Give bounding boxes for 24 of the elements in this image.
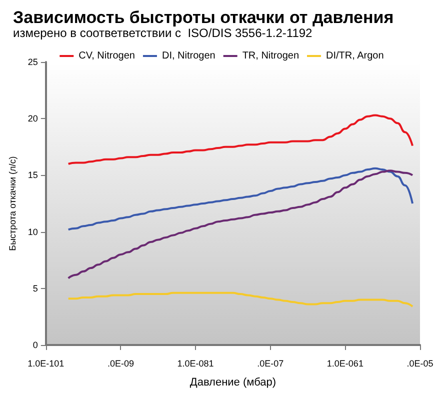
x-tick-label: 1.0E-081 xyxy=(177,358,214,368)
x-axis-title: Давление (мбар) xyxy=(190,376,276,388)
y-tick-label: 25 xyxy=(28,57,38,67)
chart-title: Зависимость быстроты откачки от давления xyxy=(13,8,394,27)
y-tick-label: 0 xyxy=(32,340,38,350)
legend-label: DI/TR, Argon xyxy=(326,50,384,62)
x-tick-label: .0E-09 xyxy=(107,358,134,368)
line-series xyxy=(67,167,414,231)
legend-label: TR, Nitrogen xyxy=(242,50,300,62)
x-tick-label: 1.0E-061 xyxy=(326,358,364,368)
line-series xyxy=(67,114,414,165)
x-tick-label: .0E-07 xyxy=(257,358,284,368)
y-tick-label: 15 xyxy=(28,170,38,180)
y-tick-label: 5 xyxy=(32,283,38,294)
y-tick-label: 10 xyxy=(28,226,38,237)
legend-label: CV, Nitrogen xyxy=(78,50,135,62)
line-series xyxy=(67,292,414,308)
line-series xyxy=(67,170,414,280)
y-tick-label: 20 xyxy=(28,114,38,124)
y-axis-title: Быстрота откачки (л/с) xyxy=(8,156,18,251)
x-tick-label: 1.0E-101 xyxy=(28,358,64,368)
chart-subtitle: измерено в соответветствии с ISO/DIS 3556-1.2-1192 xyxy=(13,26,313,40)
legend-label: DI, Nitrogen xyxy=(162,50,216,62)
x-tick-label: .0E-05 xyxy=(406,358,434,368)
